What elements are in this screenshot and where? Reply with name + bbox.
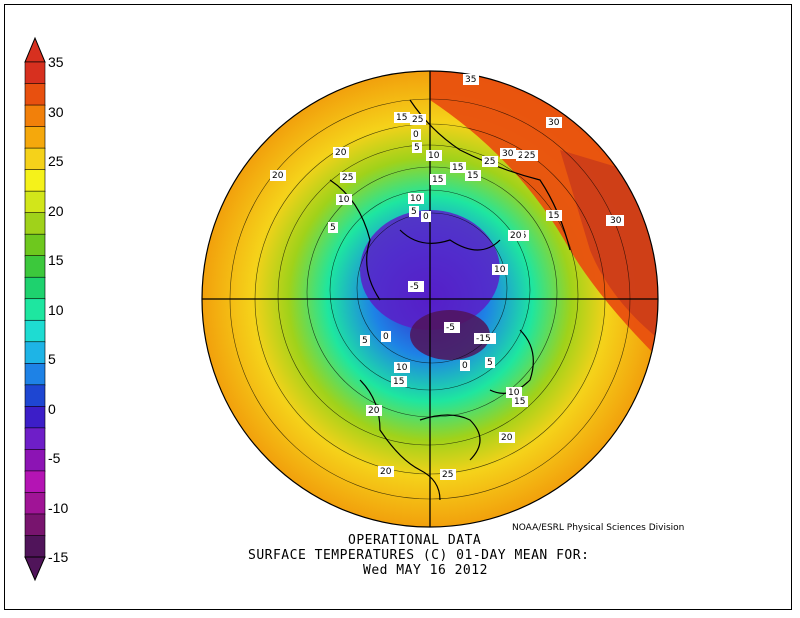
contour-label-bg bbox=[463, 74, 479, 85]
contour-label-bg bbox=[460, 360, 470, 371]
colorbar-tick-label: 10 bbox=[48, 301, 64, 318]
contour-label-bg bbox=[444, 322, 460, 333]
contour-label-bg bbox=[474, 333, 496, 344]
contour-label: -5 bbox=[410, 282, 419, 292]
colorbar-tick-label: 30 bbox=[48, 103, 64, 120]
contour-label: 15 bbox=[452, 163, 463, 173]
contour-label-bg bbox=[421, 211, 431, 222]
colorbar-tick-label: -5 bbox=[48, 450, 61, 466]
contour-label: 5 bbox=[487, 358, 493, 368]
contour-label-bg bbox=[426, 150, 442, 161]
colorbar-tick-label: 0 bbox=[48, 400, 56, 417]
contour-label: 5 bbox=[411, 207, 417, 217]
contour-label: 20 bbox=[272, 171, 284, 181]
contour-label: 25 bbox=[484, 157, 495, 167]
contour-label-bg bbox=[546, 210, 562, 221]
contour-label: 10 bbox=[508, 388, 520, 398]
contour-label-bg bbox=[391, 376, 407, 387]
caption-line-1: OPERATIONAL DATA bbox=[348, 533, 482, 548]
contour-label: 25 bbox=[342, 173, 353, 183]
contour-label: 20 bbox=[335, 148, 347, 158]
contour-label-bg bbox=[499, 432, 515, 443]
contour-label: 15 bbox=[548, 211, 559, 221]
contour-label-bg bbox=[411, 129, 421, 140]
contour-label: 10 bbox=[338, 195, 350, 205]
contour-label: 30 bbox=[502, 149, 514, 159]
contour-label: 0 bbox=[413, 130, 419, 140]
caption-line-2: SURFACE TEMPERATURES (C) 01-DAY MEAN FOR… bbox=[248, 548, 590, 563]
contour-label-bg bbox=[394, 112, 410, 123]
contour-label-bg bbox=[500, 148, 516, 159]
contour-label: 20 bbox=[501, 433, 513, 443]
contour-label-bg bbox=[450, 162, 466, 173]
contour-label-bg bbox=[410, 114, 426, 125]
contour-label-bg bbox=[546, 117, 562, 128]
contour-label-bg bbox=[394, 362, 410, 373]
contour-label-bg bbox=[506, 387, 522, 398]
contour-label: 20 bbox=[380, 467, 392, 477]
contour-label: 25 bbox=[524, 151, 535, 161]
contour-label: 10 bbox=[428, 151, 440, 161]
colorbar-tick-label: 15 bbox=[48, 252, 64, 268]
contour-label-bg bbox=[360, 335, 370, 346]
caption-line-3: Wed MAY 16 2012 bbox=[363, 563, 488, 578]
contour-label: 25 bbox=[442, 470, 453, 480]
contour-label: 35 bbox=[465, 75, 476, 85]
contour-label-bg bbox=[492, 264, 508, 275]
contour-label: 5 bbox=[362, 336, 368, 346]
contour-label-bg bbox=[485, 357, 495, 368]
contour-label-bg bbox=[328, 222, 338, 233]
contour-label-bg bbox=[482, 156, 498, 167]
colorbar-tick-label: 20 bbox=[48, 202, 64, 219]
contour-label: 15 bbox=[396, 113, 407, 123]
contour-label-bg bbox=[409, 206, 419, 217]
contour-label: 15 bbox=[514, 397, 525, 407]
colorbar-tick-label: 5 bbox=[48, 351, 56, 367]
contour-label: 5 bbox=[414, 143, 420, 153]
contour-label-bg bbox=[340, 172, 356, 183]
contour-label-bg bbox=[412, 142, 422, 153]
contour-label-bg bbox=[366, 405, 382, 416]
contour-label-bg bbox=[440, 469, 456, 480]
contour-label-bg bbox=[408, 193, 424, 204]
contour-label: 30 bbox=[548, 118, 560, 128]
contour-label: 0 bbox=[423, 212, 429, 222]
contour-label-bg bbox=[430, 174, 446, 185]
contour-label-bg bbox=[608, 215, 624, 226]
colorbar-tick-label: 25 bbox=[48, 153, 64, 169]
contour-label-bg bbox=[336, 194, 352, 205]
contour-label: 15 bbox=[432, 175, 443, 185]
colorbar-tick-label: -15 bbox=[48, 549, 69, 565]
contour-label: 10 bbox=[396, 363, 408, 373]
contour-label-bg bbox=[333, 147, 349, 158]
contour-label-bg bbox=[381, 331, 391, 342]
contour-label: 15 bbox=[393, 377, 404, 387]
contour-label-bg bbox=[522, 150, 538, 161]
contour-label: 0 bbox=[462, 361, 468, 371]
contour-label: 30 bbox=[610, 216, 622, 226]
contour-label: -5 bbox=[446, 323, 455, 333]
contour-label: 0 bbox=[383, 332, 389, 342]
contour-label: 10 bbox=[494, 265, 506, 275]
contour-label-bg bbox=[378, 466, 394, 477]
contour-label: 20 bbox=[510, 231, 522, 241]
contour-label-bg bbox=[465, 170, 481, 181]
contour-label: -15 bbox=[476, 334, 491, 344]
colorbar-tick-label: -10 bbox=[48, 499, 69, 516]
contour-label-bg bbox=[508, 230, 524, 241]
contour-label: 10 bbox=[410, 194, 422, 204]
colorbar-tick-label: 35 bbox=[48, 54, 64, 70]
contour-label: 25 bbox=[412, 115, 423, 125]
contour-label: 5 bbox=[330, 223, 336, 233]
contour-label-bg bbox=[270, 170, 286, 181]
credit-text: NOAA/ESRL Physical Sciences Division bbox=[512, 523, 685, 533]
contour-label: 15 bbox=[467, 171, 478, 181]
contour-label-bg bbox=[512, 396, 528, 407]
contour-label: 20 bbox=[368, 406, 380, 416]
contour-label-bg bbox=[408, 281, 424, 292]
